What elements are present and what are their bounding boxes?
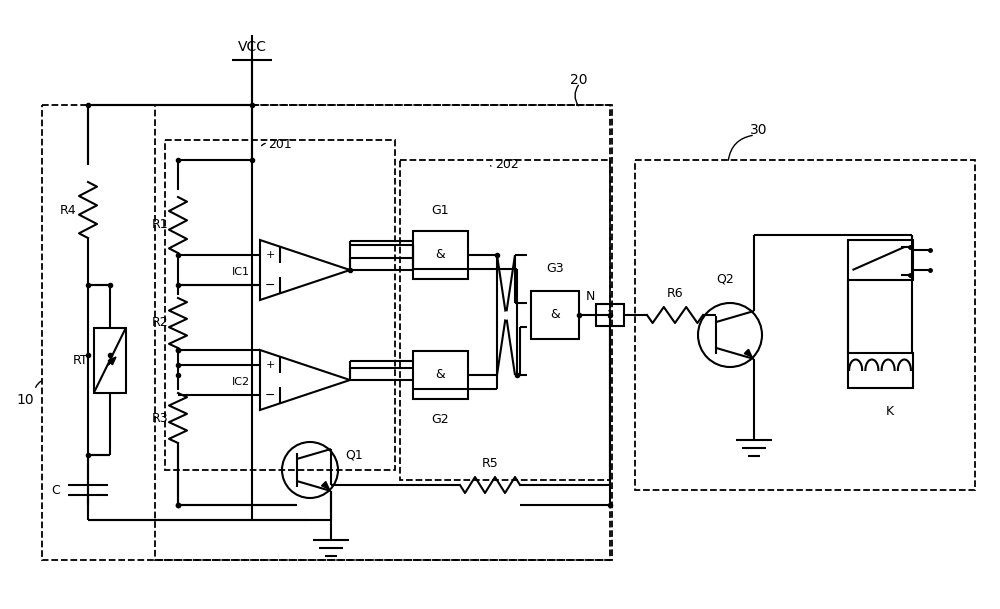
Text: Q2: Q2 (716, 272, 734, 285)
Text: R3: R3 (151, 412, 168, 424)
Text: 30: 30 (750, 123, 768, 137)
Bar (155, 105, 610, 560)
Bar (400, 160, 610, 480)
Bar (42, 105, 612, 560)
Text: 10: 10 (16, 393, 34, 407)
FancyArrow shape (744, 350, 752, 357)
Bar (531, 291, 579, 339)
Text: −: − (265, 389, 275, 401)
Bar (848, 353, 912, 387)
Text: &: & (435, 248, 445, 261)
Text: Q1: Q1 (345, 448, 363, 462)
Text: 202: 202 (495, 158, 519, 172)
Text: K: K (886, 405, 894, 418)
Text: RT: RT (72, 353, 88, 367)
Text: +: + (265, 250, 275, 260)
Text: N: N (585, 290, 595, 303)
Text: +: + (265, 360, 275, 370)
Text: R2: R2 (151, 317, 168, 329)
Text: G3: G3 (546, 262, 564, 275)
Text: VCC: VCC (238, 40, 266, 54)
FancyArrow shape (108, 357, 116, 365)
FancyArrow shape (322, 482, 329, 489)
Text: 1: 1 (607, 310, 613, 320)
Text: G2: G2 (431, 413, 449, 426)
Text: G1: G1 (431, 204, 449, 217)
Text: IC1: IC1 (232, 267, 250, 277)
Text: 201: 201 (268, 138, 292, 152)
Bar (413, 351, 468, 399)
Text: R4: R4 (59, 203, 76, 217)
Text: &: & (550, 309, 560, 322)
Text: C: C (51, 484, 60, 496)
Bar (165, 140, 395, 470)
Text: R6: R6 (667, 287, 683, 300)
Text: R1: R1 (151, 219, 168, 231)
Bar (635, 160, 975, 490)
Bar (94, 328, 126, 392)
Text: 20: 20 (570, 73, 588, 87)
Text: R5: R5 (482, 457, 498, 470)
Bar (596, 304, 624, 326)
Bar (413, 231, 468, 279)
Bar (848, 240, 912, 280)
Text: IC2: IC2 (232, 377, 250, 387)
Text: −: − (265, 278, 275, 292)
Text: &: & (435, 368, 445, 381)
